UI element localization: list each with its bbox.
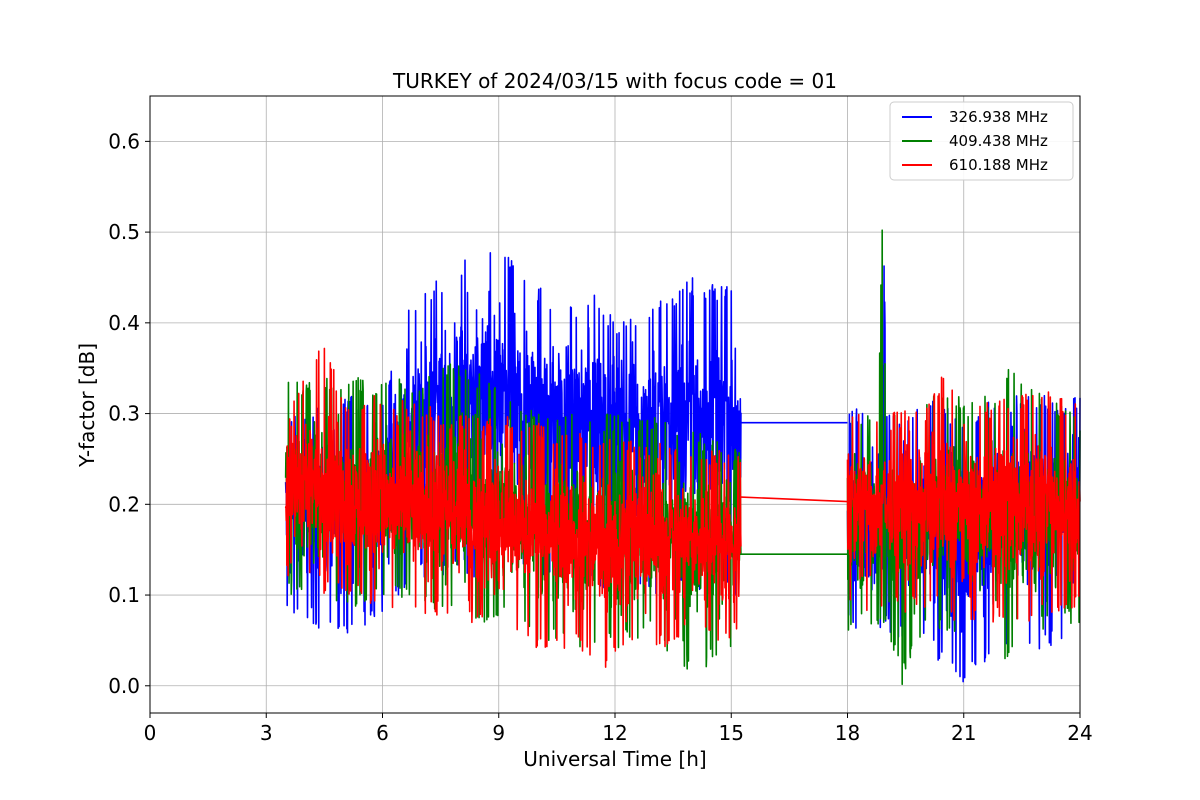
y-tick-label: 0.3 [108,402,140,426]
legend-label: 409.438 MHz [949,132,1048,150]
y-axis-label: Y-factor [dB] [75,343,99,468]
series-2 [284,347,1081,668]
x-tick-label: 21 [951,721,976,745]
legend-label: 326.938 MHz [949,108,1048,126]
x-axis-label: Universal Time [h] [523,747,706,771]
y-tick-label: 0.6 [108,129,140,153]
series-group [284,229,1081,686]
legend-label: 610.188 MHz [949,156,1048,174]
legend: 326.938 MHz 409.438 MHz 610.188 MHz [889,101,1074,181]
series-line-segment [740,496,848,503]
x-tick-label: 12 [602,721,627,745]
x-tick-label: 18 [835,721,860,745]
x-tick-label: 0 [144,721,157,745]
axis-ticks: 0 3 6 9 12 15 18 21 24 0.0 0.1 0.2 0.3 0.4 0.5 0.6 [108,129,1093,745]
x-tick-label: 15 [719,721,744,745]
y-tick-label: 0.2 [108,492,140,516]
y-tick-label: 0.5 [108,220,140,244]
x-tick-label: 24 [1067,721,1092,745]
chart-title: TURKEY of 2024/03/15 with focus code = 0… [392,69,837,93]
series-line-segment [284,347,742,668]
y-tick-label: 0.4 [108,311,140,335]
series-line-segment [846,376,1081,623]
y-tick-label: 0.1 [108,583,140,607]
legend-box [889,101,1074,181]
x-tick-label: 9 [492,721,505,745]
x-tick-label: 6 [376,721,389,745]
y-tick-label: 0.0 [108,674,140,698]
x-tick-label: 3 [260,721,273,745]
